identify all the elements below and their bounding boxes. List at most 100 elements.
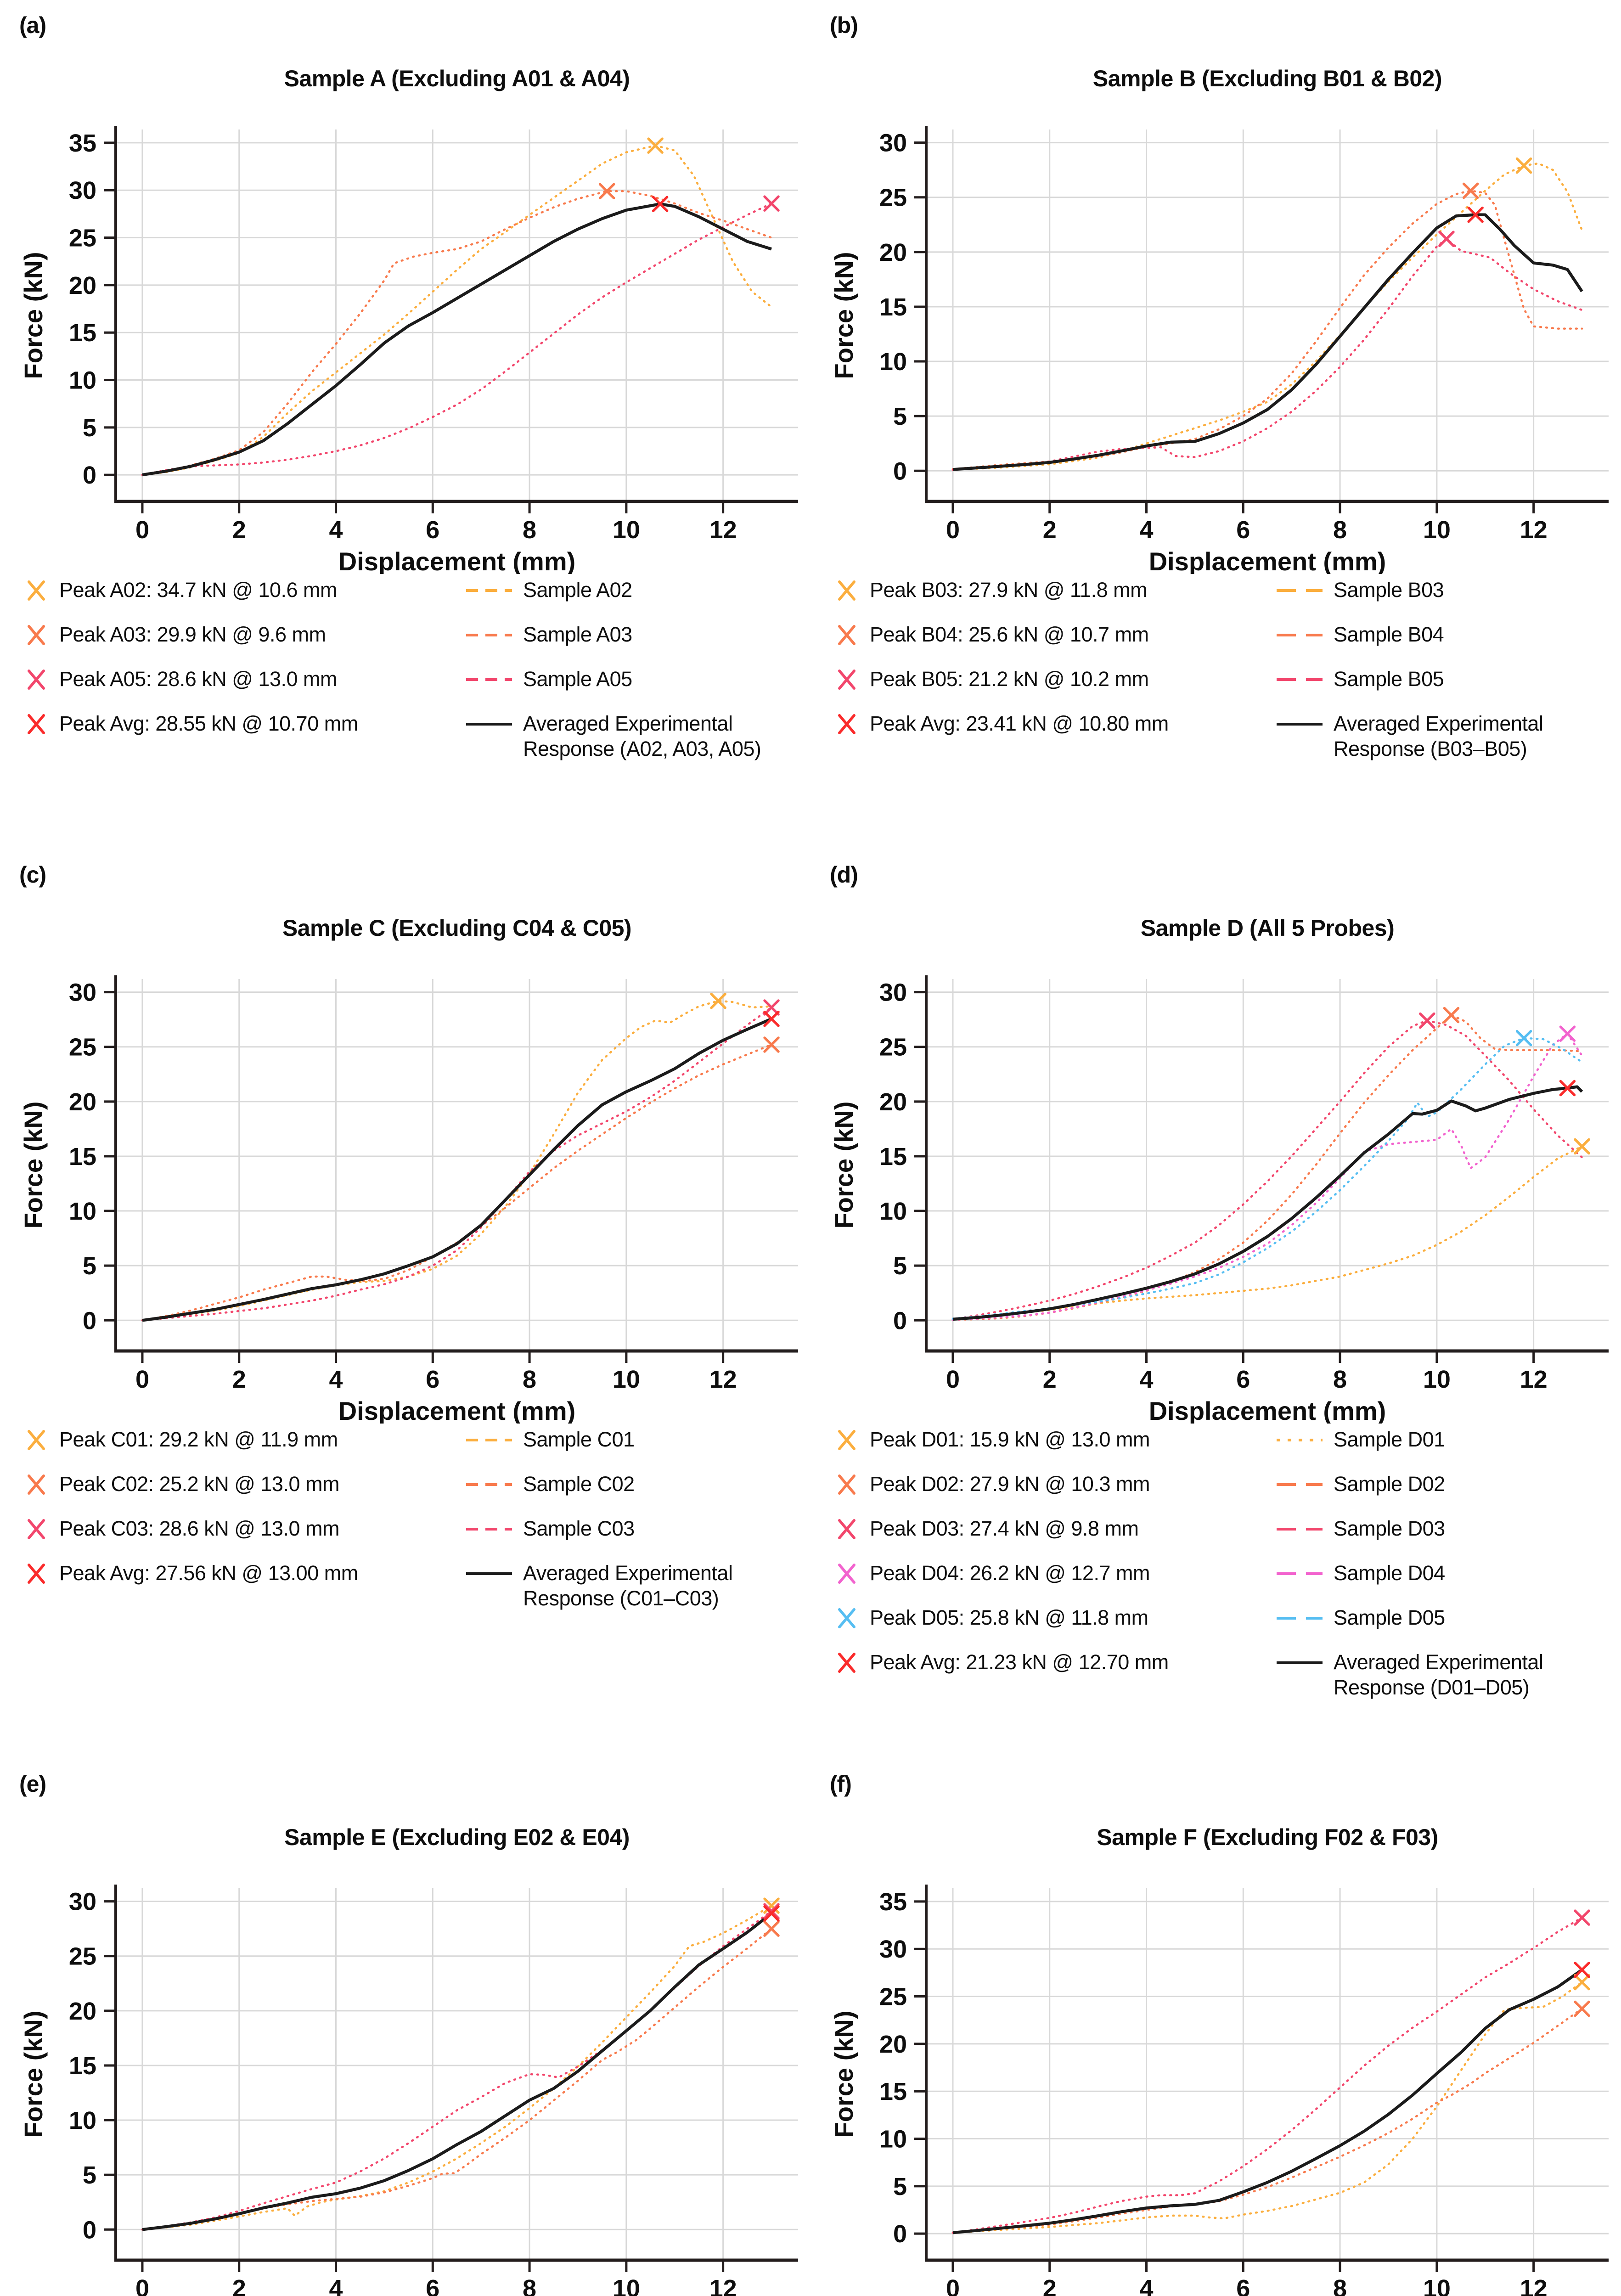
peak-x-icon bbox=[763, 999, 780, 1016]
chart-canvas-a: 0 2 4 6 8 10 12 0 5 10 15 20 25 30 35 Displacement (mm)… bbox=[19, 126, 798, 574]
series-line bbox=[951, 1019, 1583, 1321]
legend-peak-item: Peak A02: 34.7 kN @ 10.6 mm bbox=[25, 578, 465, 603]
legend-peak-item: Peak C03: 28.6 kN @ 13.0 mm bbox=[25, 1516, 465, 1542]
panel-title: Sample E (Excluding E02 & E04) bbox=[284, 1824, 630, 1850]
legend-line-sample-icon bbox=[1277, 1528, 1323, 1531]
panel-c: 0 2 4 6 8 10 12 0 5 10 15 20 25 30 Displacement (mm) Fo… bbox=[0, 850, 810, 1759]
x-tick-label: 4 bbox=[329, 1366, 343, 1393]
y-tick-label: 10 bbox=[69, 2107, 96, 2134]
chart-legend-b: Peak B03: 27.9 kN @ 11.8 mm Peak B04: 25.… bbox=[836, 578, 1612, 762]
y-axis-label: Force (kN) bbox=[829, 2011, 858, 2138]
y-tick-label: 25 bbox=[69, 1034, 96, 1061]
legend-line-item: Averaged Experimental Response (A02, A03… bbox=[465, 711, 801, 762]
y-tick-label: 15 bbox=[879, 2078, 907, 2105]
legend-line-item: Sample B05 bbox=[1276, 667, 1612, 692]
y-tick-label: 20 bbox=[69, 272, 96, 299]
x-tick-label: 4 bbox=[1140, 516, 1154, 544]
legend-line-item: Sample D03 bbox=[1276, 1516, 1612, 1542]
legend-line-item: Sample A03 bbox=[465, 622, 801, 647]
x-glyph bbox=[838, 1474, 856, 1495]
legend-line-label: Sample D01 bbox=[1334, 1428, 1445, 1451]
peak-x-icon bbox=[652, 196, 669, 212]
x-tick-label: 12 bbox=[1520, 516, 1548, 544]
legend-line-label: Averaged Experimental Response (D01–D05) bbox=[1334, 1650, 1543, 1699]
panel-title: Sample F (Excluding F02 & F03) bbox=[1097, 1824, 1438, 1850]
x-tick-label: 10 bbox=[613, 516, 640, 544]
legend-line-label: Sample B03 bbox=[1334, 578, 1444, 602]
legend-line-sample-icon bbox=[466, 634, 512, 636]
x-tick-label: 10 bbox=[613, 1366, 640, 1393]
legend-line-item: Sample A05 bbox=[465, 667, 801, 692]
x-glyph bbox=[28, 1519, 45, 1539]
chart-canvas-b: 0 2 4 6 8 10 12 0 5 10 15 20 25 30 Displacement (mm) Fo… bbox=[829, 126, 1609, 574]
legend-peak-item: Peak Avg: 21.23 kN @ 12.70 mm bbox=[836, 1650, 1276, 1675]
y-tick-label: 15 bbox=[69, 1143, 96, 1171]
y-tick-label: 5 bbox=[893, 2173, 907, 2200]
x-tick-label: 4 bbox=[1140, 2275, 1154, 2296]
peak-x-icon bbox=[1574, 1138, 1590, 1155]
peak-x-icon bbox=[838, 714, 856, 734]
series-line bbox=[951, 1037, 1583, 1320]
y-tick-label: 10 bbox=[879, 1198, 907, 1225]
legend-line-label: Sample A03 bbox=[523, 623, 632, 646]
series-line bbox=[951, 1032, 1583, 1321]
legend-line-sample-icon bbox=[1277, 634, 1323, 636]
y-tick-label: 25 bbox=[69, 1943, 96, 1970]
peak-x-icon bbox=[28, 670, 45, 690]
panel-title: Sample D (All 5 Probes) bbox=[1140, 915, 1395, 941]
legend-line-sample-icon bbox=[466, 1572, 512, 1575]
y-tick-label: 0 bbox=[83, 2216, 96, 2244]
legend-line-sample-icon bbox=[466, 1439, 512, 1441]
peak-x-icon bbox=[647, 137, 664, 154]
y-tick-label: 20 bbox=[879, 1088, 907, 1116]
peak-x-icon bbox=[28, 625, 45, 645]
legend-peak-item: Peak D03: 27.4 kN @ 9.8 mm bbox=[836, 1516, 1276, 1542]
peak-x-icon bbox=[763, 1920, 780, 1937]
peak-x-icon bbox=[28, 1564, 45, 1584]
y-tick-label: 25 bbox=[69, 225, 96, 252]
x-glyph bbox=[28, 625, 45, 645]
x-tick-label: 6 bbox=[426, 516, 439, 544]
legend-peak-label: Peak B03: 27.9 kN @ 11.8 mm bbox=[870, 578, 1148, 602]
legend-peak-item: Peak D04: 26.2 kN @ 12.7 mm bbox=[836, 1561, 1276, 1586]
x-tick-label: 12 bbox=[1520, 2275, 1548, 2296]
peak-x-icon bbox=[28, 714, 45, 734]
panel-d: 0 2 4 6 8 10 12 0 5 10 15 20 25 30 Displacement (mm) Fo… bbox=[810, 850, 1621, 1759]
series-line bbox=[951, 190, 1583, 470]
chart-legend-c: Peak C01: 29.2 kN @ 11.9 mm Peak C02: 25.… bbox=[25, 1427, 801, 1611]
x-tick-label: 0 bbox=[135, 516, 149, 544]
y-tick-label: 15 bbox=[69, 2052, 96, 2080]
y-tick-label: 5 bbox=[893, 1252, 907, 1280]
y-tick-label: 30 bbox=[879, 979, 907, 1007]
legend-line-sample-icon bbox=[466, 1528, 512, 1531]
peak-x-icon bbox=[838, 625, 856, 645]
legend-peak-label: Peak A02: 34.7 kN @ 10.6 mm bbox=[59, 578, 338, 602]
series-line bbox=[952, 213, 1583, 471]
peak-x-icon bbox=[763, 1905, 780, 1922]
series-line bbox=[951, 1014, 1583, 1321]
legend-line-label: Sample C03 bbox=[523, 1517, 635, 1540]
series-line bbox=[141, 1043, 773, 1322]
y-tick-label: 25 bbox=[879, 184, 907, 212]
series-line bbox=[142, 1912, 773, 2231]
series-line bbox=[951, 162, 1583, 471]
peak-x-icon bbox=[763, 1903, 780, 1919]
peak-x-icon bbox=[1559, 1025, 1576, 1042]
x-tick-label: 10 bbox=[613, 2275, 640, 2296]
panel-b: 0 2 4 6 8 10 12 0 5 10 15 20 25 30 Displacement (mm) Fo… bbox=[810, 0, 1621, 850]
y-axis-label: Force (kN) bbox=[19, 2011, 48, 2138]
legend-peak-item: Peak C02: 25.2 kN @ 13.0 mm bbox=[25, 1472, 465, 1497]
series-line bbox=[141, 190, 773, 476]
panel-corner-label: (a) bbox=[19, 12, 46, 38]
series-line bbox=[141, 144, 773, 476]
x-tick-label: 12 bbox=[709, 1366, 737, 1393]
legend-line-label: Sample C01 bbox=[523, 1428, 635, 1451]
legend-line-sample-icon bbox=[466, 678, 512, 681]
legend-line-label: Sample A02 bbox=[523, 578, 632, 602]
panel-corner-label: (b) bbox=[830, 12, 858, 38]
legend-peak-label: Peak B05: 21.2 kN @ 10.2 mm bbox=[870, 667, 1149, 691]
y-tick-label: 30 bbox=[69, 979, 96, 1007]
